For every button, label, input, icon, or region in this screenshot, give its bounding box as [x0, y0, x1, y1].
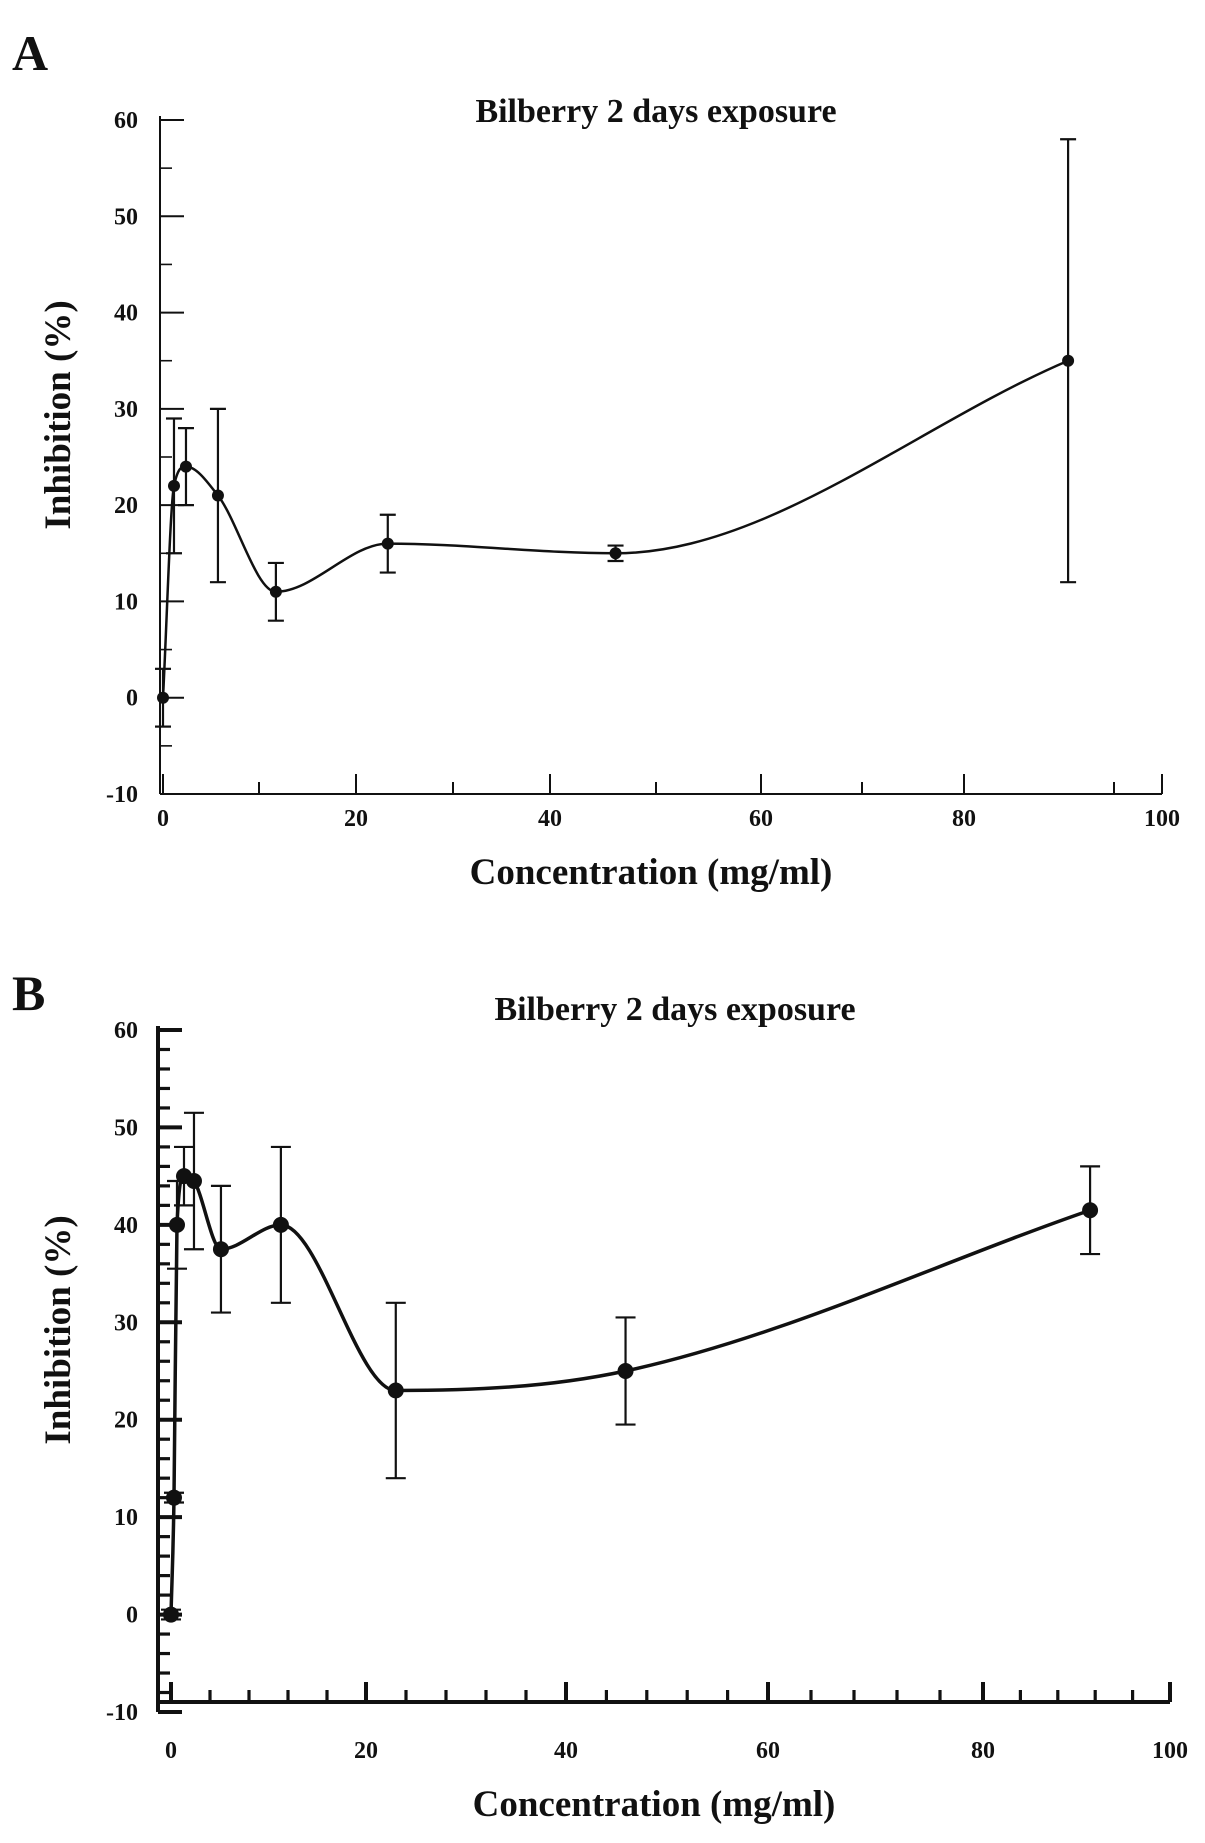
data-point: [167, 479, 180, 492]
y-tick-label: 0: [126, 686, 138, 712]
x-tick-label: 60: [756, 1738, 780, 1764]
x-tick-label: 40: [538, 806, 562, 832]
x-axis-label: Concentration (mg/ml): [473, 1784, 836, 1825]
x-tick-label: 100: [1144, 806, 1180, 832]
data-point: [168, 1216, 185, 1233]
chart-panel-a: Bilberry 2 days exposure Concentration (m…: [38, 93, 1180, 893]
y-axis-label: Inhibition (%): [38, 1215, 79, 1444]
y-tick-label: 10: [114, 589, 138, 615]
x-axis-label: Concentration (mg/ml): [470, 852, 833, 893]
chart-title: Bilberry 2 days exposure: [494, 991, 855, 1028]
y-tick-label: 30: [114, 397, 138, 423]
data-point: [163, 1606, 179, 1623]
x-tick-label: 60: [749, 806, 773, 832]
x-tick-label: 40: [554, 1738, 578, 1764]
x-tick-label: 0: [165, 1738, 177, 1764]
y-tick-label: 50: [114, 204, 138, 230]
y-tick-label: 0: [126, 1603, 138, 1629]
data-point: [1062, 354, 1075, 367]
y-tick-label: 50: [114, 1115, 138, 1141]
data-point: [387, 1382, 404, 1399]
data-point: [381, 537, 394, 550]
data-point: [212, 1241, 229, 1258]
x-tick-label: 100: [1152, 1738, 1188, 1764]
x-tick-label: 0: [157, 806, 169, 832]
panel-a-letter: A: [12, 25, 48, 81]
y-tick-label: 30: [114, 1310, 138, 1336]
data-point: [185, 1173, 202, 1190]
x-tick-label: 20: [354, 1738, 378, 1764]
data-point: [609, 547, 622, 560]
data-point: [269, 585, 282, 598]
chart-title: Bilberry 2 days exposure: [475, 93, 836, 130]
data-point: [179, 460, 192, 473]
data-point: [272, 1216, 289, 1233]
data-point: [211, 489, 224, 502]
y-tick-label: 60: [114, 108, 138, 134]
data-point: [617, 1363, 634, 1379]
y-axis-label: Inhibition (%): [38, 300, 79, 529]
y-tick-label: 40: [114, 1213, 138, 1239]
series-line: [161, 359, 1069, 698]
data-point: [157, 691, 169, 704]
y-tick-label: 20: [114, 1408, 138, 1434]
chart-panel-b: Bilberry 2 days exposure Concentration (m…: [38, 991, 1188, 1825]
y-tick-label: -10: [106, 782, 138, 808]
x-tick-label: 80: [952, 806, 976, 832]
series-line: [169, 1174, 1091, 1615]
x-tick-label: 20: [344, 806, 368, 832]
data-point: [165, 1489, 182, 1506]
y-tick-label: 60: [114, 1018, 138, 1044]
y-tick-label: 20: [114, 493, 138, 519]
y-tick-label: 10: [114, 1505, 138, 1531]
x-tick-label: 80: [971, 1738, 995, 1764]
y-tick-label: -10: [106, 1700, 138, 1726]
panel-b-letter: B: [12, 965, 45, 1021]
data-point: [1082, 1202, 1099, 1219]
y-tick-label: 40: [114, 301, 138, 327]
